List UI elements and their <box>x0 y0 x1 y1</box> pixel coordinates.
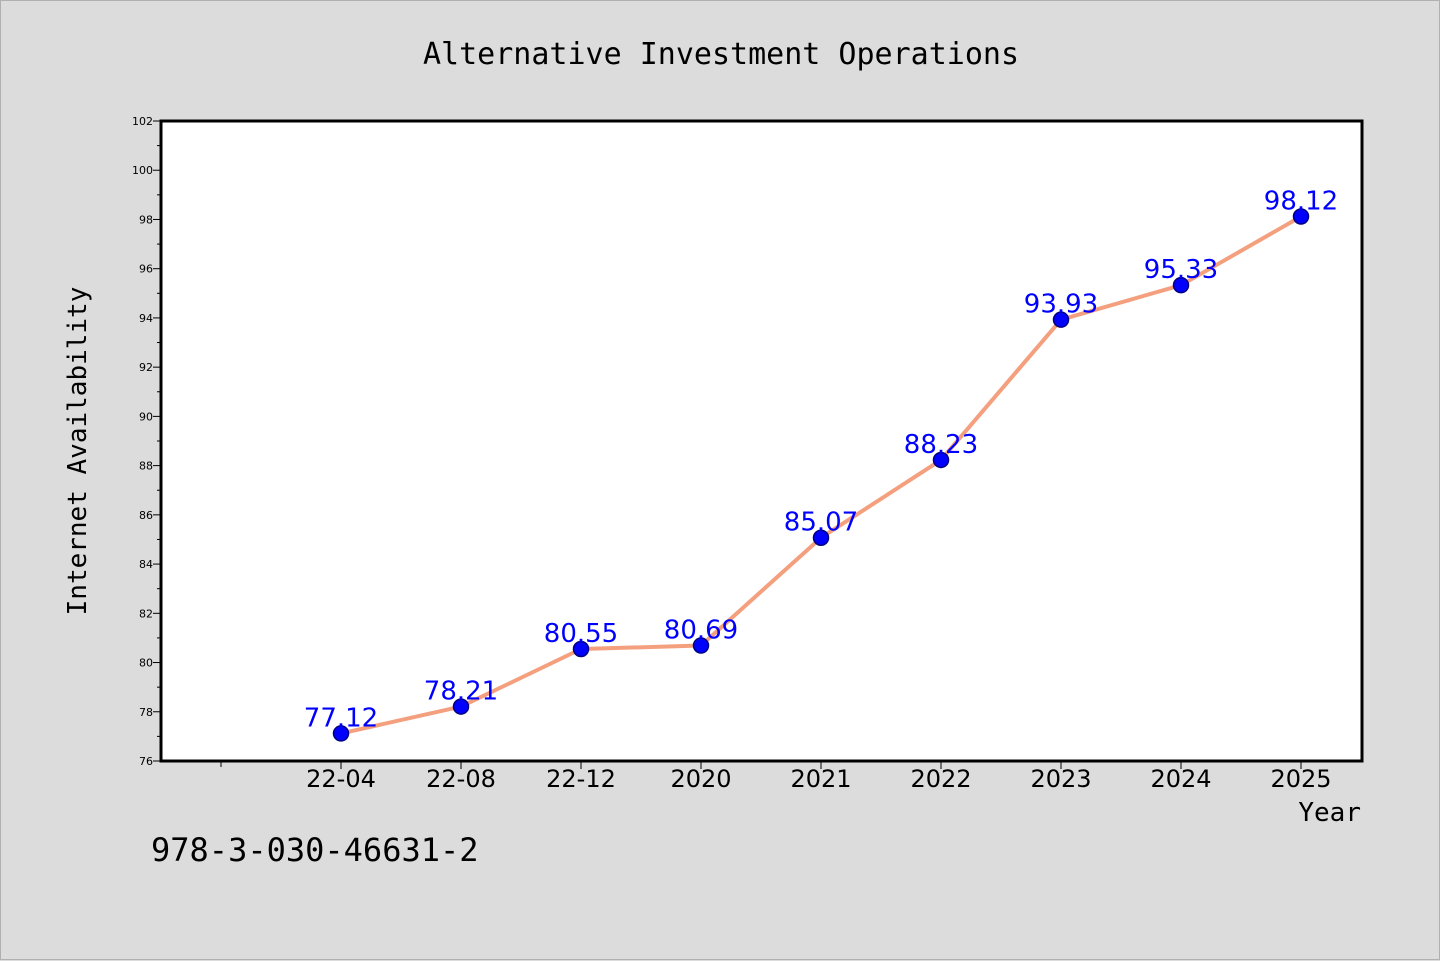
y-tick-label: 82 <box>139 607 153 620</box>
data-label: 88.23 <box>904 430 978 460</box>
data-point <box>932 451 950 469</box>
y-tick-label: 94 <box>139 312 153 325</box>
series <box>332 208 1310 742</box>
x-tick-label: 22-04 <box>306 765 376 793</box>
data-point <box>692 637 710 654</box>
y-tick-label: 76 <box>139 755 153 768</box>
data-point <box>452 698 470 715</box>
x-tick-label: 22-12 <box>546 765 616 793</box>
y-tick-label: 80 <box>139 657 153 670</box>
plot-area <box>159 119 1364 763</box>
y-tick-label: 92 <box>139 361 153 374</box>
data-point <box>332 725 350 742</box>
data-label: 95.33 <box>1144 255 1218 285</box>
data-point <box>812 529 830 546</box>
data-label: 85.07 <box>784 508 858 538</box>
x-tick-label: 22-08 <box>426 765 496 793</box>
data-labels: 77.12 78.21 80.55 80.69 85.07 88.23 93.93 95.33… <box>304 187 1338 734</box>
data-point <box>572 640 590 658</box>
y-tick-label: 96 <box>139 263 153 276</box>
x-tick-label: 2020 <box>670 765 731 793</box>
data-label: 93.93 <box>1024 290 1098 320</box>
y-axis-label: Internet Availability <box>63 287 93 616</box>
chart-title: Alternative Investment Operations <box>423 37 1019 72</box>
data-point <box>1292 208 1310 225</box>
x-axis: 22-04 22-08 22-12 2020 2021 2022 2023 2024 2025 <box>220 761 1332 793</box>
data-label: 80.69 <box>664 616 738 646</box>
data-point <box>1172 276 1190 294</box>
x-tick-label: 2025 <box>1270 765 1331 793</box>
data-label: 98.12 <box>1264 187 1338 217</box>
y-tick-label: 98 <box>139 213 153 226</box>
data-label: 77.12 <box>304 703 378 733</box>
x-tick-label: 2022 <box>910 765 971 793</box>
y-axis: 76 78 80 82 84 86 88 90 92 94 96 98 100 102 <box>132 115 161 768</box>
y-tick-label: 102 <box>132 115 153 128</box>
data-point <box>1052 311 1070 328</box>
y-tick-label: 86 <box>139 509 153 522</box>
y-tick-label: 100 <box>132 164 153 177</box>
x-tick-label: 2023 <box>1030 765 1091 793</box>
y-tick-label: 84 <box>139 558 153 571</box>
y-tick-label: 90 <box>139 410 153 423</box>
x-tick-label: 2021 <box>790 765 851 793</box>
data-label: 78.21 <box>424 677 498 707</box>
x-tick-label: 2024 <box>1150 765 1211 793</box>
data-label: 80.55 <box>544 619 618 649</box>
y-tick-label: 88 <box>139 460 153 473</box>
x-axis-label: Year <box>1298 798 1361 828</box>
y-tick-label: 78 <box>139 706 153 719</box>
footer-code: 978-3-030-46631-2 <box>151 831 479 869</box>
